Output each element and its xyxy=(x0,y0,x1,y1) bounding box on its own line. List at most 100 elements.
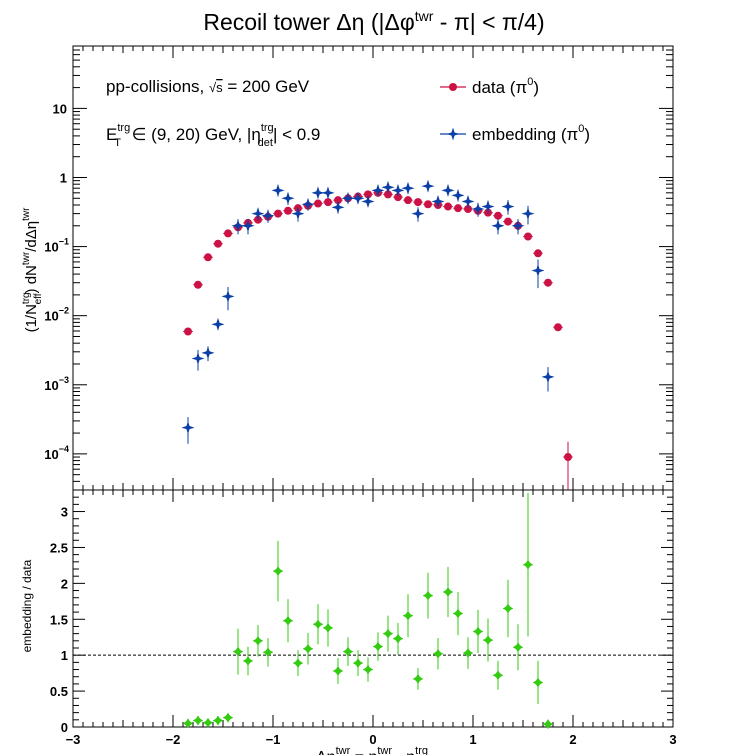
embedding-point xyxy=(311,186,325,200)
legend-marker-embedding xyxy=(446,127,460,141)
embedding-point xyxy=(261,209,275,223)
data-point xyxy=(194,280,202,289)
ratio-point xyxy=(203,717,213,728)
data-point xyxy=(524,232,532,241)
embedding-point xyxy=(251,207,265,221)
ratio-point xyxy=(273,566,283,577)
data-point xyxy=(464,204,472,213)
embedding-point xyxy=(481,200,495,214)
embedding-point xyxy=(461,194,475,208)
lower-panel-frame xyxy=(72,489,674,728)
embedding-point xyxy=(471,202,485,216)
ratio-point xyxy=(523,559,533,570)
ratio-point xyxy=(193,715,203,726)
embedding-point xyxy=(231,219,245,233)
embedding-point xyxy=(441,183,455,197)
ratio-point xyxy=(543,719,553,730)
data-point xyxy=(214,239,222,248)
embedding-point xyxy=(371,183,385,197)
embedding-point xyxy=(211,317,225,331)
ratio-point xyxy=(493,670,503,681)
data-point xyxy=(544,278,552,287)
embedding-point xyxy=(191,352,205,366)
embedding-point xyxy=(241,219,255,233)
ratio-point xyxy=(503,603,513,614)
ratio-point xyxy=(353,658,363,669)
upper-panel-frame xyxy=(72,45,674,491)
data-point xyxy=(554,323,562,332)
embedding-point xyxy=(301,197,315,211)
ratio-point xyxy=(373,641,383,652)
embedding-point xyxy=(291,207,305,221)
upper-y-tick-label: 10 xyxy=(53,101,67,116)
x-tick-label: −1 xyxy=(266,732,281,747)
legend-label-data: data (π0) xyxy=(472,76,539,97)
ratio-point xyxy=(223,712,233,723)
embedding-point xyxy=(201,346,215,360)
x-tick-label: −2 xyxy=(166,732,181,747)
ratio-point xyxy=(333,665,343,676)
legend-entry-data: data (π0) xyxy=(440,76,539,97)
ratio-point xyxy=(533,677,543,688)
embedding-point xyxy=(331,200,345,214)
data-point xyxy=(184,327,192,336)
lower-series xyxy=(183,492,553,730)
data-point xyxy=(564,453,572,462)
ratio-point xyxy=(263,647,273,658)
lower-y-tick-label: 1 xyxy=(61,648,68,663)
embedding-point xyxy=(181,421,195,435)
embedding-point xyxy=(361,194,375,208)
ratio-point xyxy=(213,715,223,726)
data-point xyxy=(454,204,462,213)
data-point xyxy=(274,209,282,218)
data-point xyxy=(534,249,542,258)
ratio-point xyxy=(413,673,423,684)
ratio-point xyxy=(393,633,403,644)
lower-axes: −3 −2 −1 0 1 2 3 0 0.5 1 1.5 2 2.5 3 xyxy=(50,489,677,747)
ratio-point xyxy=(323,622,333,633)
upper-y-tick-label: 1 xyxy=(60,170,67,185)
data-point xyxy=(364,190,372,199)
upper-series xyxy=(181,179,573,490)
embedding-point xyxy=(511,219,525,233)
lower-y-axis-label: embedding / data xyxy=(20,559,34,652)
x-tick-label: 0 xyxy=(369,732,376,747)
ratio-point xyxy=(183,718,193,729)
embedding-point xyxy=(321,186,335,200)
embedding-point xyxy=(341,191,355,205)
embedding-point xyxy=(541,370,555,384)
legend-marker-data xyxy=(449,83,457,91)
ratio-point xyxy=(423,590,433,601)
ratio-point xyxy=(233,646,243,657)
lower-y-tick-label: 0.5 xyxy=(50,684,68,699)
upper-y-axis-label: (1/Ntrgeff) dNtwr/dΔηtwr xyxy=(21,207,44,333)
embedding-point xyxy=(351,191,365,205)
data-point xyxy=(414,198,422,207)
ratio-point xyxy=(443,586,453,597)
legend: data (π0) embedding (π0) xyxy=(440,76,590,144)
embedding-point xyxy=(281,191,295,205)
ratio-point xyxy=(343,646,353,657)
data-point xyxy=(314,199,322,208)
ratio-point xyxy=(463,648,473,659)
lower-y-tick-label: 1.5 xyxy=(50,612,68,627)
ratio-point xyxy=(453,608,463,619)
embedding-point xyxy=(401,181,415,195)
embedding-point xyxy=(421,179,435,193)
data-point xyxy=(404,196,412,205)
ratio-point xyxy=(383,628,393,639)
embedding-point xyxy=(501,200,515,214)
data-point xyxy=(284,206,292,215)
ratio-point xyxy=(363,664,373,675)
embedding-point xyxy=(431,194,445,208)
annotation-collisions: pp-collisions, √s = 200 GeV xyxy=(106,77,310,96)
lower-y-tick-label: 3 xyxy=(61,505,68,520)
upper-y-tick-label: 10−4 xyxy=(44,444,69,462)
x-tick-label: 2 xyxy=(569,732,576,747)
embedding-point xyxy=(221,289,235,303)
x-axis-label: Δηtwr = ηtwr - ηtrg xyxy=(316,745,428,755)
embedding-point xyxy=(491,219,505,233)
ratio-point xyxy=(473,626,483,637)
x-tick-label: 1 xyxy=(469,732,476,747)
